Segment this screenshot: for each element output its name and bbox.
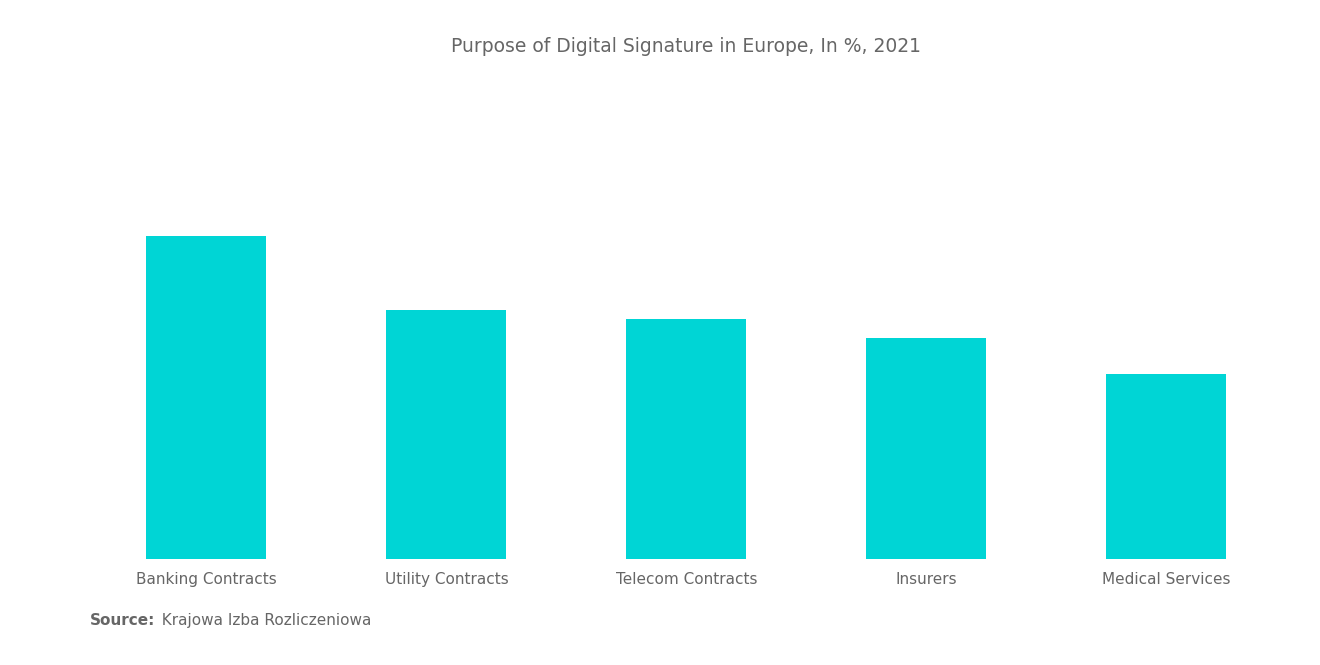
Bar <box>387 310 507 559</box>
Bar <box>866 338 986 559</box>
Bar <box>627 319 746 559</box>
Bar <box>1106 374 1226 559</box>
Text: Source:: Source: <box>90 613 156 628</box>
Title: Purpose of Digital Signature in Europe, In %, 2021: Purpose of Digital Signature in Europe, … <box>451 37 921 56</box>
Bar <box>147 236 267 559</box>
Text: Krajowa Izba Rozliczeniowa: Krajowa Izba Rozliczeniowa <box>152 613 371 628</box>
